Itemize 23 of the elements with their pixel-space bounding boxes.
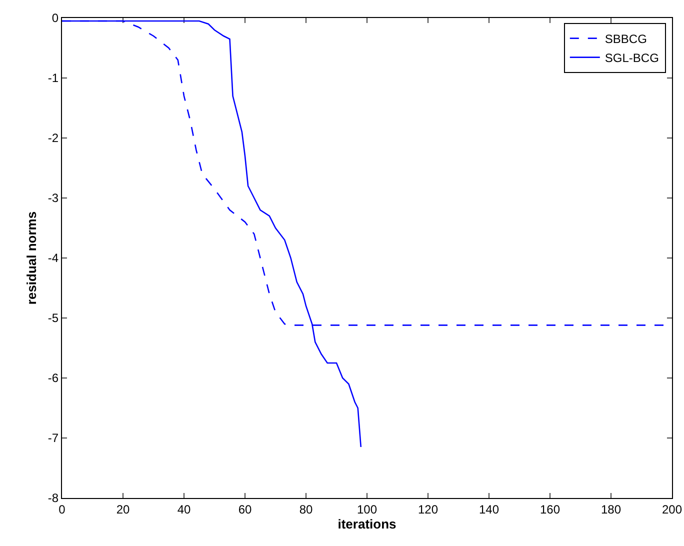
x-tick-label: 40 — [177, 502, 191, 516]
y-tick-label: -7 — [48, 431, 59, 446]
y-tick-label: -3 — [48, 191, 59, 206]
y-tick-label: 0 — [52, 11, 59, 26]
y-tick-label: -8 — [48, 491, 59, 506]
x-tick-label: 80 — [299, 502, 313, 516]
legend-label: SGL-BCG — [604, 50, 659, 65]
y-axis-title: residual norms — [24, 211, 39, 305]
y-tick-label: -6 — [48, 371, 59, 386]
y-tick-label: -1 — [48, 71, 59, 86]
x-tick-label: 180 — [600, 502, 622, 516]
y-tick-label: -4 — [48, 251, 59, 266]
x-tick-label: 160 — [540, 502, 560, 516]
x-tick-label: 120 — [418, 502, 438, 516]
x-tick-label: 140 — [478, 502, 500, 516]
legend-label: SBBCG — [604, 32, 647, 46]
x-tick-label: 200 — [662, 502, 682, 516]
x-tick-label: 60 — [238, 502, 252, 516]
y-tick-label: -5 — [48, 311, 59, 326]
x-axis-title: iterations — [338, 516, 396, 532]
x-tick-label: 20 — [116, 502, 130, 516]
y-tick-label: -2 — [48, 131, 59, 146]
x-tick-label: 100 — [356, 502, 378, 516]
